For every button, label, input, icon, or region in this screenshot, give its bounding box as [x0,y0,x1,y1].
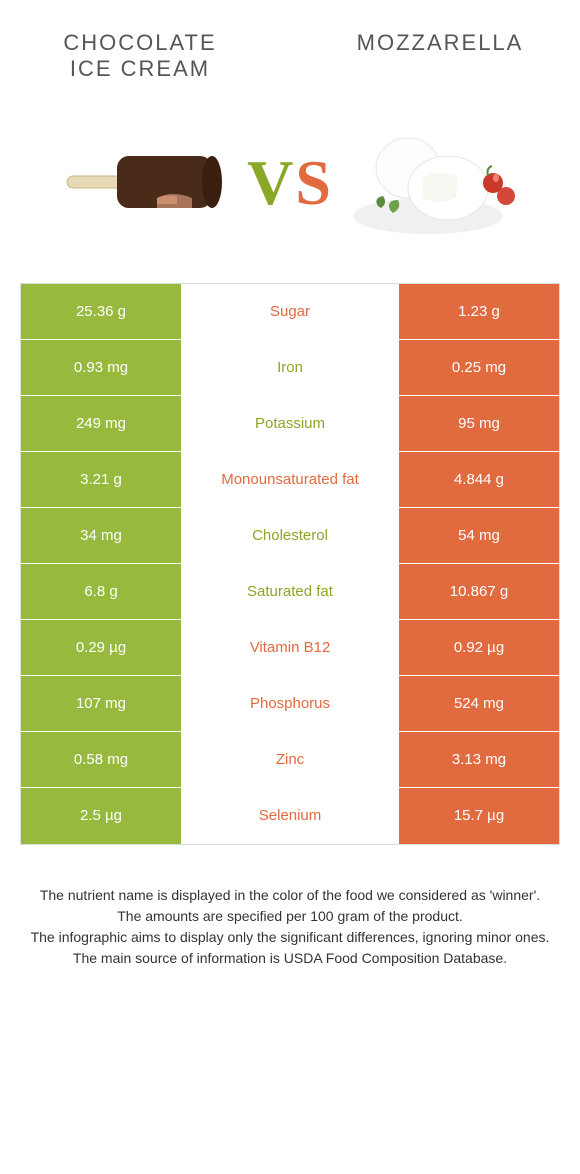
food-right-title: Mozzarella [340,30,540,83]
food-left-image [57,123,237,243]
vs-label: VS [247,146,333,220]
left-value: 0.93 mg [21,340,181,395]
left-value: 249 mg [21,396,181,451]
vs-s: S [295,147,333,218]
nutrient-name: Saturated fat [181,564,399,619]
right-value: 54 mg [399,508,559,563]
header: Chocolate ice cream Mozzarella [0,0,580,93]
left-value: 0.58 mg [21,732,181,787]
table-row: 25.36 gSugar1.23 g [21,284,559,340]
left-value: 107 mg [21,676,181,731]
nutrient-table: 25.36 gSugar1.23 g0.93 mgIron0.25 mg249 … [20,283,560,845]
table-row: 0.29 µgVitamin B120.92 µg [21,620,559,676]
left-value: 25.36 g [21,284,181,339]
footer-notes: The nutrient name is displayed in the co… [0,845,580,989]
right-value: 3.13 mg [399,732,559,787]
footer-line: The main source of information is USDA F… [30,948,550,969]
left-value: 2.5 µg [21,788,181,844]
table-row: 34 mgCholesterol54 mg [21,508,559,564]
nutrient-name: Potassium [181,396,399,451]
right-value: 95 mg [399,396,559,451]
right-value: 0.92 µg [399,620,559,675]
footer-line: The infographic aims to display only the… [30,927,550,948]
nutrient-name: Sugar [181,284,399,339]
footer-line: The nutrient name is displayed in the co… [30,885,550,906]
table-row: 249 mgPotassium95 mg [21,396,559,452]
table-row: 6.8 gSaturated fat10.867 g [21,564,559,620]
food-left-title: Chocolate ice cream [40,30,240,83]
nutrient-name: Iron [181,340,399,395]
nutrient-name: Zinc [181,732,399,787]
table-row: 107 mgPhosphorus524 mg [21,676,559,732]
right-value: 524 mg [399,676,559,731]
vs-v: V [247,147,295,218]
vs-row: VS [0,93,580,283]
left-value: 34 mg [21,508,181,563]
left-value: 3.21 g [21,452,181,507]
nutrient-name: Monounsaturated fat [181,452,399,507]
table-row: 3.21 gMonounsaturated fat4.844 g [21,452,559,508]
table-row: 0.58 mgZinc3.13 mg [21,732,559,788]
food-right-image [343,123,523,243]
nutrient-name: Vitamin B12 [181,620,399,675]
nutrient-name: Cholesterol [181,508,399,563]
right-value: 1.23 g [399,284,559,339]
right-value: 0.25 mg [399,340,559,395]
left-value: 6.8 g [21,564,181,619]
nutrient-name: Selenium [181,788,399,844]
table-row: 0.93 mgIron0.25 mg [21,340,559,396]
table-row: 2.5 µgSelenium15.7 µg [21,788,559,844]
nutrient-name: Phosphorus [181,676,399,731]
footer-line: The amounts are specified per 100 gram o… [30,906,550,927]
right-value: 10.867 g [399,564,559,619]
right-value: 4.844 g [399,452,559,507]
right-value: 15.7 µg [399,788,559,844]
left-value: 0.29 µg [21,620,181,675]
